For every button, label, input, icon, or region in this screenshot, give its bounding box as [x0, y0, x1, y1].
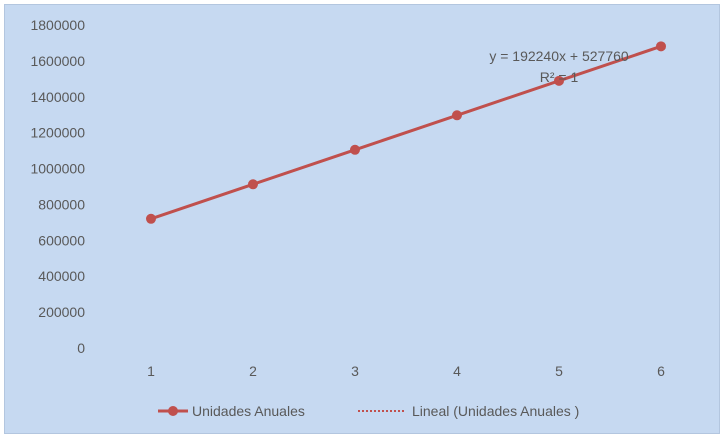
x-tick-label: 3 — [351, 363, 359, 379]
data-point — [656, 41, 666, 52]
series-line — [150, 44, 662, 221]
legend-series-label: Unidades Anuales — [192, 403, 305, 419]
x-tick-label: 1 — [147, 363, 155, 379]
x-tick-label: 4 — [453, 363, 461, 379]
data-point — [350, 144, 360, 155]
chart-area — [4, 4, 720, 434]
y-tick-label: 1600000 — [30, 53, 85, 69]
data-point — [146, 213, 156, 224]
x-tick-label: 6 — [657, 363, 665, 379]
y-tick-label: 0 — [77, 340, 85, 356]
y-tick-label: 200000 — [38, 304, 85, 320]
data-point — [248, 179, 258, 190]
x-tick-label: 2 — [249, 363, 257, 379]
data-point — [452, 110, 462, 121]
y-tick-label: 1200000 — [30, 125, 85, 141]
trendline-equation: y = 192240x + 527760 — [489, 48, 629, 64]
series-layer — [146, 41, 666, 224]
y-axis-ticks: 0 200000 400000 600000 800000 1000000 1200000 1… — [30, 17, 85, 356]
data-point — [554, 75, 564, 86]
trendline-annotation: y = 192240x + 527760 R² = 1 — [489, 48, 629, 85]
y-tick-label: 400000 — [38, 268, 85, 284]
x-axis-ticks: 1 2 3 4 5 6 — [147, 363, 665, 379]
y-tick-label: 600000 — [38, 232, 85, 248]
trendline-r-squared: R² = 1 — [540, 69, 579, 85]
x-tick-label: 5 — [555, 363, 563, 379]
y-tick-label: 1800000 — [30, 17, 85, 33]
y-tick-label: 1400000 — [30, 89, 85, 105]
legend-series-marker — [168, 406, 178, 416]
legend: Unidades Anuales Lineal (Unidades Anuale… — [158, 403, 579, 419]
y-tick-label: 800000 — [38, 196, 85, 212]
y-tick-label: 1000000 — [30, 161, 85, 177]
legend-trendline-label: Lineal (Unidades Anuales ) — [412, 403, 579, 419]
